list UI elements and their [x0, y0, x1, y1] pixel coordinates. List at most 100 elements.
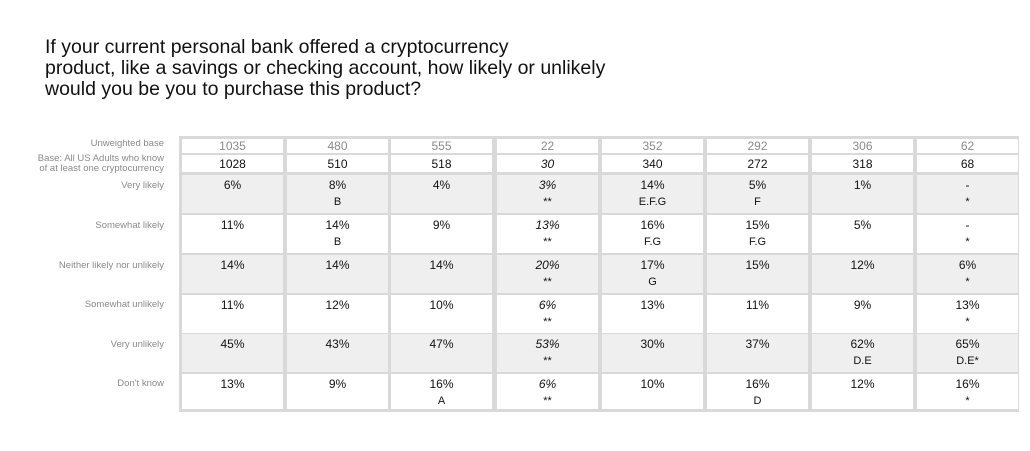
percent-value: 17% — [640, 258, 665, 272]
table-column: 62 68 - * - * 6% * 13% * 65% D.E* 16% * — [917, 136, 1018, 412]
row-band — [182, 255, 283, 293]
row-band — [917, 374, 1018, 409]
unweighted-base-value: 480 — [327, 139, 348, 153]
unweighted-base-value: 306 — [852, 139, 873, 153]
row-band — [917, 139, 1018, 153]
base-value: 272 — [747, 157, 768, 171]
row-band — [497, 255, 598, 293]
table-column: 352 340 14% E.F.G 16% F.G 17% G 13% 30% 10% — [602, 136, 703, 412]
percent-value: 14% — [640, 178, 665, 192]
row-band — [182, 295, 283, 333]
label-dont-know: Don't know — [117, 378, 164, 389]
row-band — [917, 334, 1018, 372]
percent-value: - — [965, 218, 970, 232]
question-line-3: would you be you to purchase this produc… — [45, 78, 422, 100]
percent-value: - — [965, 178, 970, 192]
percent-value: 9% — [328, 377, 347, 391]
significance-marker: D.E* — [956, 355, 979, 367]
row-band — [287, 255, 388, 293]
significance-marker: D — [753, 395, 762, 407]
row-band — [812, 175, 913, 213]
question-title: If your current personal bank offered a … — [45, 37, 745, 100]
row-band — [182, 139, 283, 153]
row-band — [391, 374, 492, 409]
results-table: 1035 1028 6% 11% 14% 11% 45% 13% 480 510 8% B 14% B 14… — [179, 136, 1019, 412]
percent-value: 14% — [429, 258, 454, 272]
percent-value: 16% — [640, 218, 665, 232]
unweighted-base-value: 62 — [960, 139, 975, 153]
percent-value: 37% — [745, 337, 770, 351]
row-band — [391, 255, 492, 293]
row-band — [287, 374, 388, 409]
significance-marker: * — [965, 236, 970, 248]
row-band — [182, 374, 283, 409]
row-band — [287, 175, 388, 213]
row-band — [287, 155, 388, 172]
row-band — [707, 255, 808, 293]
row-band — [391, 175, 492, 213]
table-column: 1035 1028 6% 11% 14% 11% 45% 13% — [182, 136, 283, 412]
percent-value: 16% — [429, 377, 454, 391]
percent-value: 6% — [538, 298, 557, 312]
significance-marker: F.G — [748, 236, 767, 248]
percent-value: 12% — [850, 377, 875, 391]
label-base-line2: of at least one cryptocurrency — [39, 163, 164, 174]
significance-marker: ** — [543, 395, 552, 407]
percent-value: 12% — [325, 298, 350, 312]
row-band — [602, 155, 703, 172]
table-column: 555 518 4% 9% 14% 10% 47% 16% A — [391, 136, 492, 412]
row-band — [707, 139, 808, 153]
base-value: 1028 — [219, 157, 246, 171]
significance-marker: A — [437, 395, 446, 407]
row-band — [707, 155, 808, 172]
row-band — [497, 215, 598, 253]
row-band — [182, 155, 283, 172]
percent-value: 30% — [640, 337, 665, 351]
label-base-line1: Base: All US Adults who know — [37, 153, 164, 164]
row-band — [602, 255, 703, 293]
row-band — [497, 139, 598, 153]
row-band — [917, 255, 1018, 293]
row-band — [497, 334, 598, 372]
percent-value: 10% — [640, 377, 665, 391]
row-band — [917, 155, 1018, 172]
significance-marker: D.E — [853, 355, 872, 367]
label-very-unlikely: Very unlikely — [110, 339, 164, 350]
significance-marker: * — [965, 395, 970, 407]
percent-value: 4% — [432, 178, 451, 192]
label-unweighted-base: Unweighted base — [90, 138, 164, 149]
unweighted-base-value: 555 — [431, 139, 452, 153]
percent-value: 5% — [853, 218, 872, 232]
unweighted-base-value: 22 — [540, 139, 555, 153]
row-band — [391, 215, 492, 253]
table-column: 306 318 1% 5% 12% 9% 62% D.E 12% — [812, 136, 913, 412]
base-value: 30 — [540, 157, 555, 171]
row-band — [812, 295, 913, 333]
significance-marker: ** — [543, 355, 552, 367]
label-somewhat-likely: Somewhat likely — [95, 220, 164, 231]
table-column: 480 510 8% B 14% B 14% 12% 43% 9% — [287, 136, 388, 412]
percent-value: 11% — [220, 298, 245, 312]
significance-marker: G — [648, 276, 657, 288]
row-band — [812, 374, 913, 409]
row-band — [707, 175, 808, 213]
label-somewhat-unlikely: Somewhat unlikely — [84, 299, 164, 310]
significance-marker: ** — [543, 276, 552, 288]
row-band — [602, 215, 703, 253]
percent-value: 43% — [325, 337, 350, 351]
row-band — [391, 334, 492, 372]
row-band — [391, 155, 492, 172]
percent-value: 15% — [745, 258, 770, 272]
percent-value: 15% — [745, 218, 770, 232]
significance-marker: F — [754, 196, 761, 208]
row-band — [497, 374, 598, 409]
row-band — [812, 155, 913, 172]
percent-value: 5% — [748, 178, 767, 192]
base-value: 68 — [960, 157, 975, 171]
percent-value: 45% — [220, 337, 245, 351]
percent-value: 13% — [220, 377, 245, 391]
percent-value: 16% — [745, 377, 770, 391]
unweighted-base-value: 1035 — [219, 139, 246, 153]
row-band — [602, 139, 703, 153]
percent-value: 3% — [538, 178, 557, 192]
